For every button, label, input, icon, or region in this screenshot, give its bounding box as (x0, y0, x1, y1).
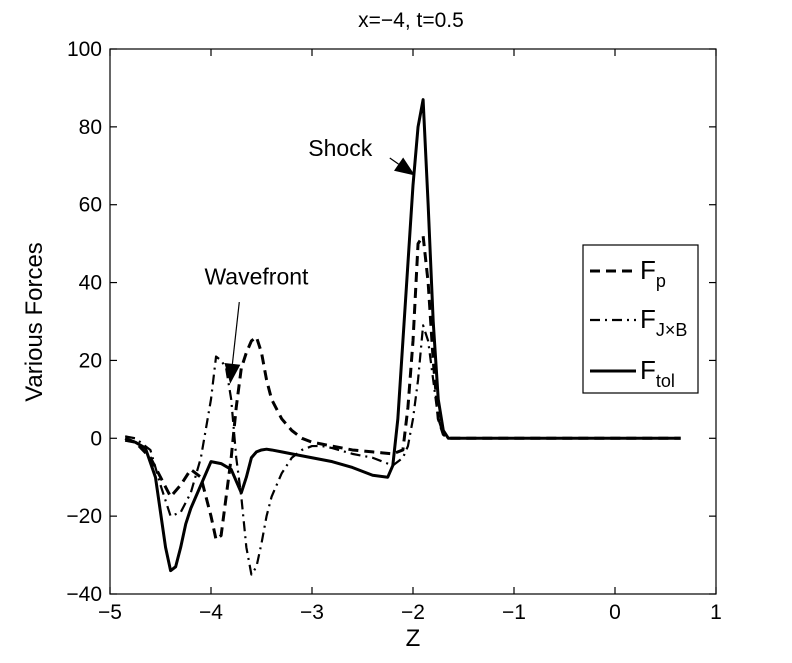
x-tick-label: 0 (609, 601, 621, 624)
annotation-arrow-head (224, 363, 241, 384)
x-axis-title: Z (406, 625, 421, 652)
x-tick-label: −1 (502, 601, 526, 624)
annotations: Shock Wavefront (204, 135, 416, 384)
y-axis-ticks: −40 −20 0 20 40 60 80 100 (66, 38, 716, 606)
y-tick-label: 80 (79, 116, 102, 139)
legend-entry-main: F (640, 355, 656, 385)
chart-title: x=−4, t=0.5 (358, 9, 464, 32)
legend-entry-label: Fp (640, 255, 666, 291)
annotation-label: Wavefront (204, 264, 309, 290)
x-axis-ticks: −5 −4 −3 −2 −1 0 1 (98, 49, 722, 624)
legend-entry-label: FJ×B (640, 304, 687, 340)
legend-entry-subscript: J×B (656, 320, 688, 340)
x-tick-label: −5 (98, 601, 122, 624)
y-tick-label: −40 (66, 583, 102, 606)
legend-entry-main: F (640, 304, 656, 334)
series-line-jb (124, 324, 681, 576)
x-tick-label: 1 (710, 601, 722, 624)
y-tick-label: −20 (66, 505, 102, 528)
annotation-arrow-shaft (231, 301, 240, 364)
y-tick-label: 100 (67, 38, 102, 61)
y-tick-label: 40 (79, 272, 102, 295)
legend-entry-main: F (640, 255, 656, 285)
annotation-arrow-shaft (389, 157, 399, 165)
series-layer (124, 98, 681, 576)
y-tick-label: 0 (90, 427, 102, 450)
legend-entry-subscript: tol (656, 371, 675, 391)
y-tick-label: 20 (79, 349, 102, 372)
x-tick-label: −2 (401, 601, 425, 624)
x-tick-label: −3 (300, 601, 324, 624)
annotation-label: Shock (308, 135, 372, 161)
series-line-tol (124, 98, 681, 573)
y-axis-title: Various Forces (21, 242, 48, 402)
y-tick-label: 60 (79, 194, 102, 217)
legend-entry-label: Ftol (640, 355, 675, 391)
legend-entry-subscript: p (656, 271, 666, 291)
legend-box (582, 244, 699, 394)
x-tick-label: −4 (199, 601, 223, 624)
annotation-arrow-head (394, 157, 416, 176)
